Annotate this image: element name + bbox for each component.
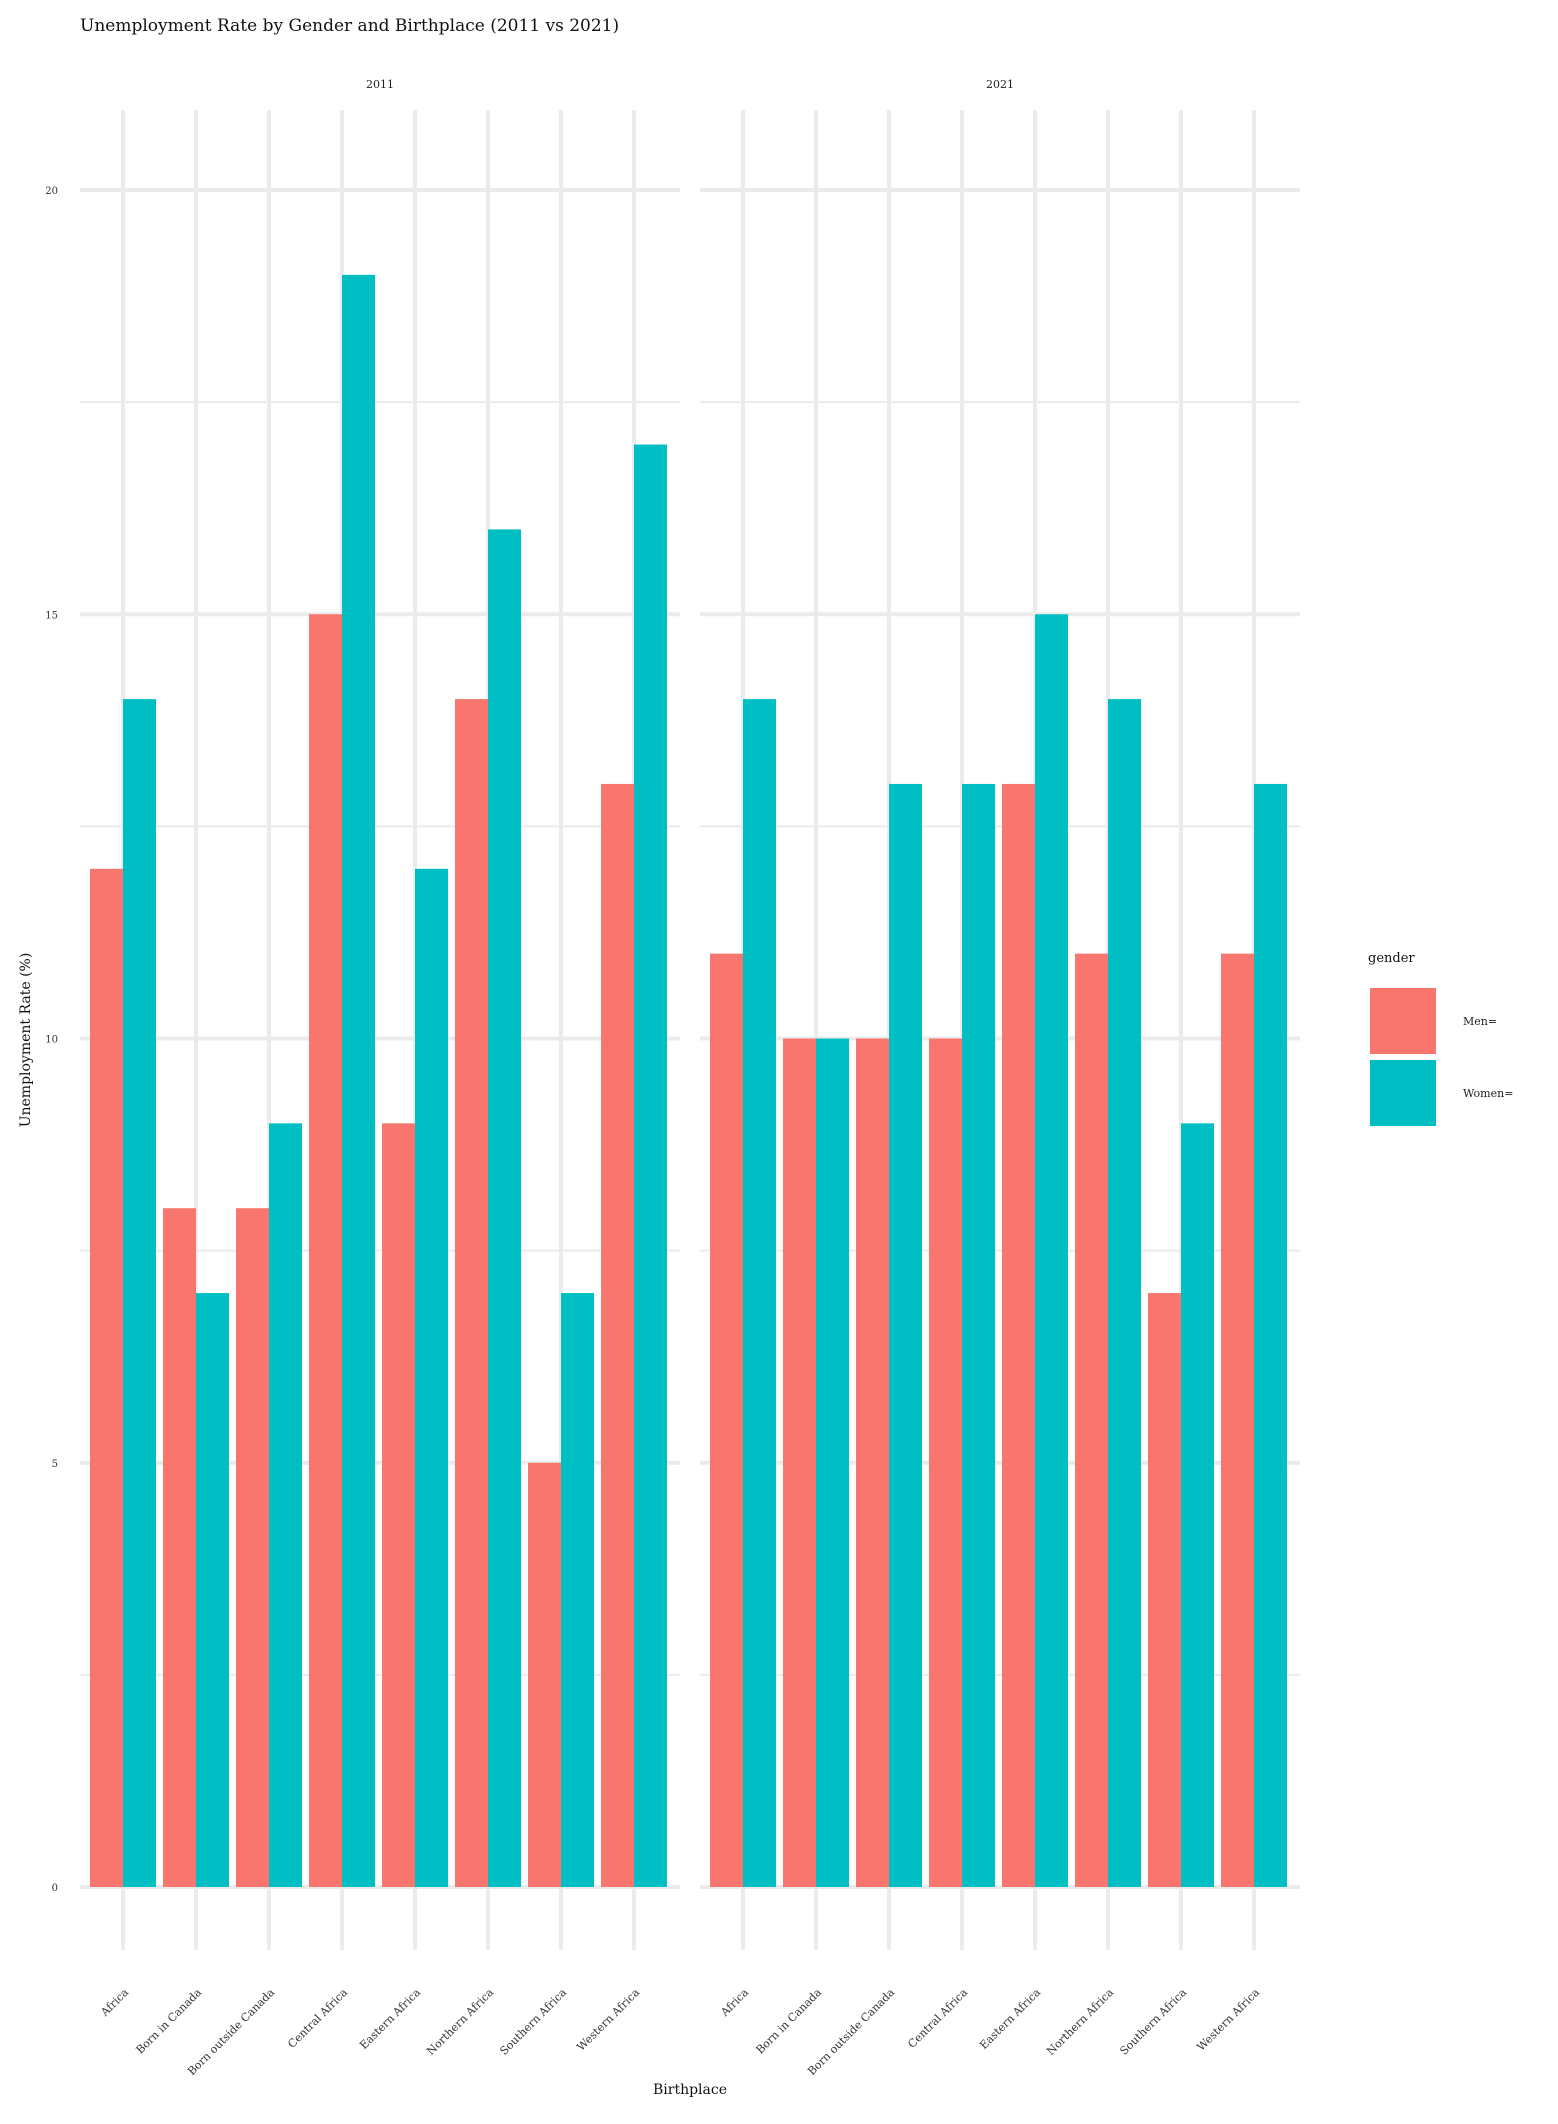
bar-2011-men-southern-africa [528,1462,561,1887]
y-tick-label: 20 [45,186,58,197]
bar-2021-men-africa [710,953,743,1887]
x-tick-label: Born in Canada [133,1986,204,2057]
x-axis-title: Birthplace [653,2082,727,2098]
bar-2011-men-born-in-canada [163,1208,196,1887]
x-tick-label: Northern Africa [424,1986,496,2058]
bar-2011-men-eastern-africa [382,1123,415,1887]
bar-2021-women-northern-africa [1108,699,1141,1887]
y-tick-label: 5 [52,1459,58,1470]
legend-label-men: Men= [1463,1015,1497,1028]
bar-2011-men-northern-africa [455,699,488,1887]
bar-2021-women-born-outside-canada [889,783,922,1888]
x-tick-label: Eastern Africa [357,1986,423,2052]
bar-2021-women-western-africa [1254,783,1287,1888]
y-tick-label: 0 [52,1883,58,1894]
y-tick-label: 10 [45,1035,58,1046]
legend-key-men [1370,988,1436,1054]
bar-2011-women-central-africa [342,274,375,1888]
bar-2011-women-eastern-africa [415,868,448,1887]
x-tick-label: Eastern Africa [977,1986,1043,2052]
x-tick-label: Southern Africa [1117,1986,1189,2058]
bar-2021-men-western-africa [1221,953,1254,1887]
legend-key-women [1370,1060,1436,1126]
legend-title: gender [1368,951,1415,966]
x-tick-label: Western Africa [1194,1986,1262,2054]
bar-2021-men-central-africa [929,1038,962,1887]
bar-2021-women-born-in-canada [816,1038,849,1887]
facet-label-2021: 2021 [986,78,1014,91]
bar-2011-women-born-in-canada [196,1293,229,1887]
bar-2021-men-born-outside-canada [856,1038,889,1887]
x-tick-label: Southern Africa [497,1986,569,2058]
bar-2021-men-born-in-canada [783,1038,816,1887]
bar-2021-women-central-africa [962,783,995,1888]
bar-2011-women-western-africa [634,444,667,1887]
bar-2021-women-southern-africa [1181,1123,1214,1887]
y-tick-label: 15 [45,610,58,621]
bar-2021-men-northern-africa [1075,953,1108,1887]
bar-2011-women-born-outside-canada [269,1123,302,1887]
bar-2011-women-northern-africa [488,529,521,1887]
y-axis-title: Unemployment Rate (%) [18,953,34,1128]
x-tick-label: Northern Africa [1044,1986,1116,2058]
legend-label-women: Women= [1463,1087,1513,1100]
bar-2011-women-africa [123,699,156,1887]
bar-2021-women-africa [743,699,776,1887]
bar-2011-men-born-outside-canada [236,1208,269,1887]
bar-2021-men-southern-africa [1148,1293,1181,1887]
bar-2011-men-africa [90,868,123,1887]
x-tick-label: Central Africa [285,1986,350,2051]
bar-2011-men-western-africa [601,783,634,1888]
bar-2011-women-southern-africa [561,1293,594,1887]
x-tick-label: Africa [718,1986,752,2020]
x-tick-label: Western Africa [574,1986,642,2054]
bar-2021-men-eastern-africa [1002,783,1035,1888]
facet-label-2011: 2011 [366,78,394,91]
bar-2021-women-eastern-africa [1035,614,1068,1887]
x-tick-label: Central Africa [905,1986,970,2051]
bar-2011-men-central-africa [309,614,342,1887]
x-tick-label: Africa [98,1986,132,2020]
x-tick-label: Born in Canada [753,1986,824,2057]
chart-title: Unemployment Rate by Gender and Birthpla… [80,16,620,36]
